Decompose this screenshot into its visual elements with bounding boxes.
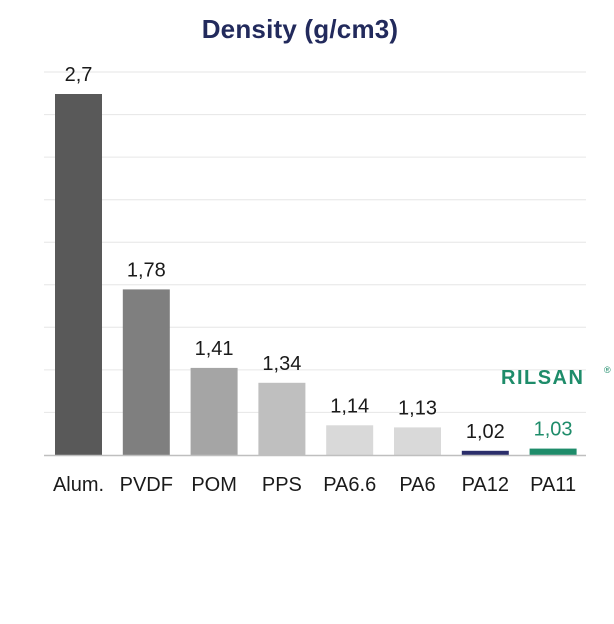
bar-pa12 <box>461 450 509 455</box>
bar-pvdf <box>122 289 170 455</box>
bar-pa6-6 <box>326 425 374 455</box>
bar-pa11 <box>529 448 577 455</box>
value-label: 1,41 <box>195 338 234 360</box>
bar-pom <box>190 367 238 455</box>
rilsan-logo: RILSAN ® <box>501 365 611 389</box>
value-label: 1,34 <box>262 353 301 375</box>
value-label: 1,78 <box>127 259 166 281</box>
rilsan-logo-text: RILSAN <box>501 367 584 389</box>
bar-pa6 <box>394 427 441 455</box>
value-label: 1,14 <box>330 395 369 417</box>
value-label: 1,02 <box>466 421 505 443</box>
category-label: PVDF <box>120 474 173 496</box>
category-label: PPS <box>262 474 302 496</box>
value-labels: 2,7 1,78 1,41 1,34 1,14 1,13 1,02 1,03 <box>65 64 573 443</box>
category-label: PA6 <box>399 474 435 496</box>
category-label: PA6.6 <box>323 474 376 496</box>
value-label: 2,7 <box>65 64 93 86</box>
value-label: 1,03 <box>534 419 573 441</box>
bar-alum <box>55 94 102 455</box>
category-label: PA11 <box>530 474 576 496</box>
category-label: PA12 <box>462 474 509 496</box>
category-label: Alum. <box>53 474 104 496</box>
category-label: POM <box>191 474 237 496</box>
value-label: 1,13 <box>398 397 437 419</box>
bar-pps <box>258 382 306 455</box>
category-labels: Alum. PVDF POM PPS PA6.6 PA6 PA12 PA11 <box>53 474 576 496</box>
chart-title: Density (g/cm3) <box>201 14 399 44</box>
bars <box>55 94 577 455</box>
registered-mark: ® <box>604 365 611 375</box>
